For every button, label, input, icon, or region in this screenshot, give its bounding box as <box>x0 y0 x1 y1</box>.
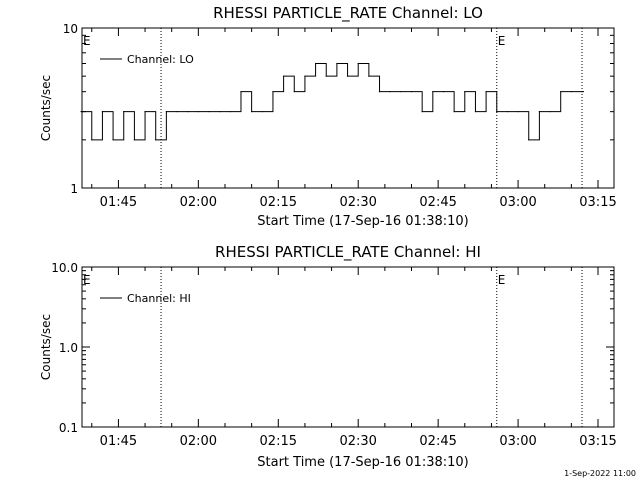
x-tick-label: 02:45 <box>419 434 456 449</box>
data-point <box>304 75 306 77</box>
event-marker-e: E <box>498 34 506 48</box>
data-point <box>581 91 583 93</box>
data-point <box>538 111 540 113</box>
x-tick-label: 02:15 <box>260 195 297 210</box>
data-point <box>432 91 434 93</box>
data-point <box>197 111 199 113</box>
x-tick-label: 01:45 <box>100 434 137 449</box>
data-point <box>570 91 572 93</box>
data-point <box>144 111 146 113</box>
x-tick-label: 03:00 <box>499 195 536 210</box>
y-axis-label: Counts/sec <box>39 314 53 380</box>
data-point <box>517 111 519 113</box>
data-point <box>442 91 445 93</box>
data-point <box>336 62 338 65</box>
data-point <box>464 91 466 93</box>
event-marker-e: E <box>83 34 91 48</box>
plot-frame <box>81 27 615 189</box>
data-point <box>283 75 285 77</box>
data-point <box>219 111 221 113</box>
data-point <box>101 111 104 113</box>
x-tick-label: 02:30 <box>339 195 376 210</box>
event-marker-e: E <box>83 273 91 287</box>
data-point <box>112 139 114 141</box>
event-marker-e: E <box>498 273 506 287</box>
data-point <box>165 111 167 113</box>
panel-title: RHESSI PARTICLE_RATE Channel: HI <box>215 243 481 262</box>
data-point <box>506 111 509 113</box>
data-point <box>251 111 253 113</box>
data-point <box>229 111 231 113</box>
legend-label: Channel: LO <box>127 53 194 66</box>
legend-label: Channel: HI <box>127 292 191 305</box>
data-point <box>208 111 210 113</box>
x-tick-label: 03:00 <box>499 434 536 449</box>
footer-timestamp: 1-Sep-2022 11:00 <box>564 469 636 478</box>
x-tick-label: 02:00 <box>180 434 217 449</box>
y-tick-label: 1.0 <box>59 341 78 355</box>
data-point <box>560 91 562 93</box>
data-point <box>485 91 487 93</box>
data-point <box>176 111 178 113</box>
data-point <box>133 139 136 141</box>
x-tick-label: 02:45 <box>419 195 456 210</box>
y-tick-label: 1 <box>70 182 78 196</box>
y-tick-label: 0.1 <box>59 421 78 435</box>
x-axis-label: Start Time (17-Sep-16 01:38:10) <box>257 214 468 229</box>
data-point <box>389 91 391 93</box>
x-tick-label: 01:45 <box>100 195 137 210</box>
data-point <box>410 91 413 93</box>
data-point <box>272 91 274 93</box>
data-point <box>421 111 423 113</box>
data-point <box>240 91 242 93</box>
data-point <box>357 62 359 65</box>
data-point <box>528 139 530 141</box>
data-point <box>314 62 317 65</box>
data-point <box>496 111 498 113</box>
data-point <box>549 111 551 113</box>
x-tick-label: 02:15 <box>260 434 297 449</box>
data-point <box>187 111 189 113</box>
y-axis-label: Counts/sec <box>39 75 53 141</box>
data-point <box>293 91 295 93</box>
data-point <box>325 75 327 77</box>
x-tick-label: 03:15 <box>579 434 616 449</box>
data-point <box>378 91 381 93</box>
x-axis-label: Start Time (17-Sep-16 01:38:10) <box>257 455 468 470</box>
data-point <box>91 139 93 141</box>
panel-title: RHESSI PARTICLE_RATE Channel: LO <box>213 4 483 23</box>
data-point <box>400 91 402 93</box>
x-tick-label: 02:00 <box>180 195 217 210</box>
data-point <box>453 111 455 113</box>
data-point <box>368 75 370 77</box>
data-point <box>261 111 263 113</box>
plot-frame <box>81 266 615 428</box>
data-point <box>80 111 82 113</box>
data-point <box>123 111 125 113</box>
y-tick-label: 10.0 <box>51 261 78 275</box>
x-tick-label: 02:30 <box>339 434 376 449</box>
series-line-lo <box>81 62 585 141</box>
x-tick-label: 03:15 <box>579 195 616 210</box>
data-point <box>155 139 157 141</box>
data-point <box>474 111 477 113</box>
y-tick-label: 10 <box>63 22 78 36</box>
data-point <box>346 75 349 77</box>
